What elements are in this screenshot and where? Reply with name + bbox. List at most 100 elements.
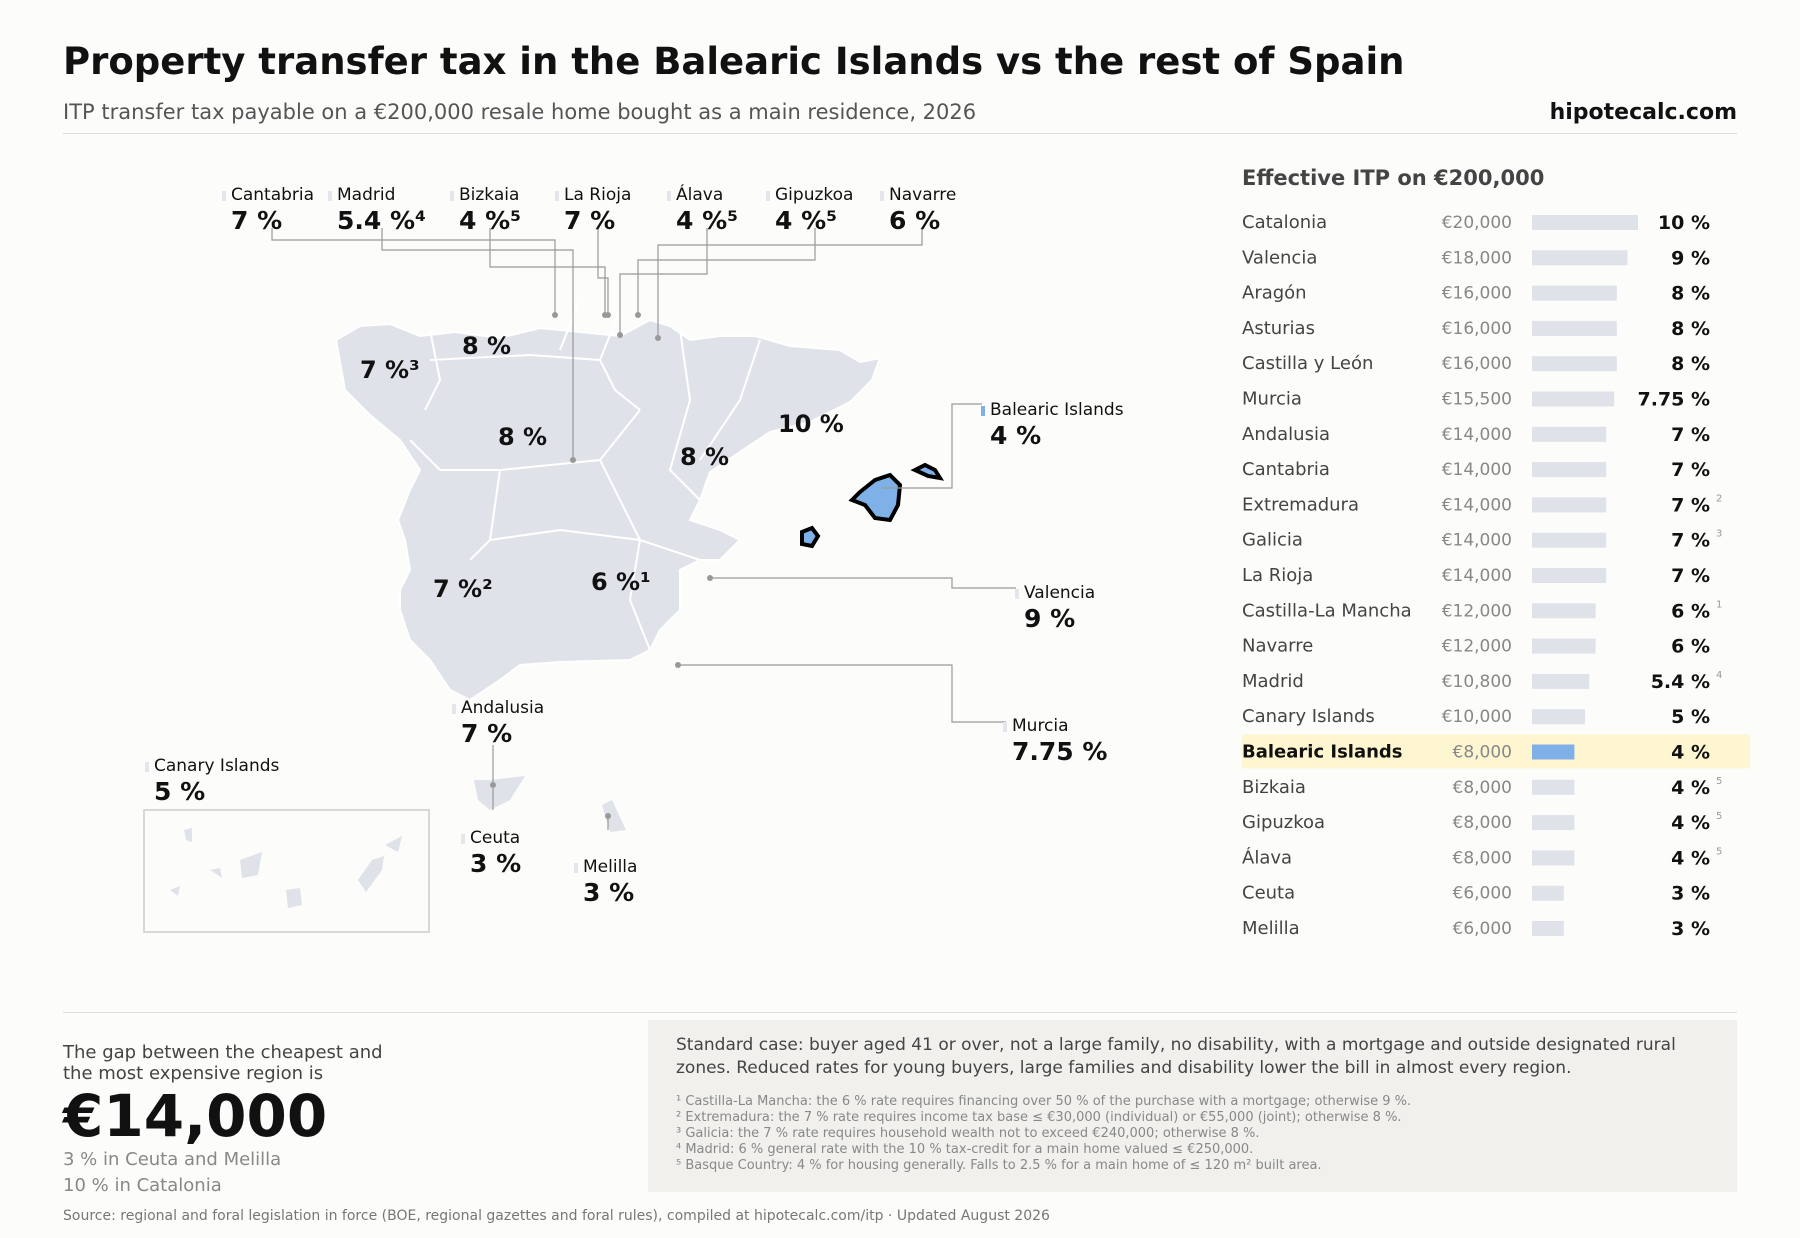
page-title: Property transfer tax in the Balearic Is… <box>63 40 1405 83</box>
ceuta-shape <box>474 776 525 810</box>
callout-value: 7 % <box>461 719 512 748</box>
bar-row: Extremadura €14,000 7 % 2 <box>1242 493 1722 516</box>
callout-name: Melilla <box>583 857 637 877</box>
leader-dot <box>490 782 496 788</box>
bar-row: Gipuzkoa €8,000 4 % 5 <box>1242 811 1722 834</box>
balearic-islands <box>800 462 945 549</box>
bar <box>1532 250 1628 266</box>
region-value-label: 7 %² <box>433 575 493 603</box>
leader-dot <box>552 312 558 318</box>
bar <box>1532 603 1596 619</box>
region-value-label: 8 % <box>680 443 729 471</box>
bar-amount-label: €15,500 <box>1442 390 1512 410</box>
callout-value: 5.4 %⁴ <box>337 206 426 235</box>
leader-dot <box>655 335 661 341</box>
bar-rate-label: 8 % <box>1671 318 1710 340</box>
callout-name: Ceuta <box>470 828 520 848</box>
bar-amount-label: €16,000 <box>1442 354 1512 374</box>
notes-standard-case: Standard case: buyer aged 41 or over, no… <box>676 1035 1676 1078</box>
leader-line <box>489 228 606 315</box>
bar <box>1532 885 1564 901</box>
bar-row: Navarre €12,000 6 % <box>1242 636 1710 658</box>
canary-inset-frame <box>143 809 430 933</box>
callout-name: Valencia <box>1024 583 1095 603</box>
bar-amount-label: €10,000 <box>1442 707 1512 727</box>
callout-tick <box>461 834 465 844</box>
mainland <box>334 299 882 702</box>
bar-amount-label: €14,000 <box>1442 425 1512 445</box>
callout-value: 4 %⁵ <box>676 206 738 235</box>
callout-name: Álava <box>676 183 723 205</box>
bar-rate-label: 3 % <box>1671 883 1710 905</box>
leader-line <box>271 228 556 315</box>
bar-rate-label: 4 % <box>1671 847 1710 869</box>
callout-name: Madrid <box>337 185 395 205</box>
callout-name: Andalusia <box>461 698 544 718</box>
bar <box>1532 638 1596 654</box>
footnote-ref: 5 <box>1716 776 1722 787</box>
callout-tick <box>222 191 226 201</box>
leader-line <box>597 228 609 315</box>
callout-name: Bizkaia <box>459 185 519 205</box>
gap-max-line: 10 % in Catalonia <box>63 1175 222 1196</box>
leader-line <box>381 228 574 460</box>
leader-dot <box>675 662 681 668</box>
leader-line <box>657 228 923 338</box>
bar <box>1532 497 1607 513</box>
callout-value: 3 % <box>470 849 521 878</box>
footnote-2: ² Extremadura: the 7 % rate requires inc… <box>676 1110 1402 1125</box>
bar-category-label: Extremadura <box>1242 494 1359 515</box>
callout-tick <box>574 863 578 873</box>
leader-line <box>637 228 816 315</box>
bar-rate-label: 7 % <box>1671 424 1710 446</box>
highlight-row-bg <box>1242 734 1750 769</box>
footnote-ref: 2 <box>1716 493 1722 504</box>
brand-logo[interactable]: hipotecalc.com <box>1549 100 1737 125</box>
leader-line <box>710 577 1016 589</box>
callout-tick <box>766 191 770 201</box>
bar-category-label: Álava <box>1242 846 1292 868</box>
bar-rate-label: 4 % <box>1671 812 1710 834</box>
bar <box>1532 568 1607 583</box>
footnote-4: ⁴ Madrid: 6 % general rate with the 10 %… <box>676 1142 1254 1157</box>
callout-tick <box>880 191 884 201</box>
leader-line <box>619 228 708 335</box>
region-value-label: 6 %¹ <box>591 568 651 596</box>
callout-name: Navarre <box>889 185 956 205</box>
bar-category-label: Canary Islands <box>1242 706 1375 727</box>
bar <box>1532 426 1607 442</box>
divider-bottom <box>63 1012 1737 1013</box>
bar-rate-label: 3 % <box>1671 918 1710 940</box>
bar <box>1532 462 1607 478</box>
bar-row: Canary Islands €10,000 5 % <box>1242 706 1710 728</box>
bar-category-label: Catalonia <box>1242 212 1327 233</box>
callout-value: 4 %⁵ <box>459 206 521 235</box>
leader-line <box>678 664 1006 723</box>
bar-row: Bizkaia €8,000 4 % 5 <box>1242 776 1722 799</box>
bar-category-label: Gipuzkoa <box>1242 812 1325 833</box>
mallorca-shape <box>848 472 903 523</box>
callout-tick <box>1003 722 1007 732</box>
footnote-1: ¹ Castilla-La Mancha: the 6 % rate requi… <box>676 1094 1412 1109</box>
bar <box>1532 285 1617 301</box>
footnote-ref: 1 <box>1716 599 1722 610</box>
bar-rate-label: 4 % <box>1671 777 1710 799</box>
gap-value: €14,000 <box>63 1082 328 1150</box>
bar <box>1532 815 1575 831</box>
bar-category-label: Balearic Islands <box>1242 742 1403 763</box>
bar-amount-label: €14,000 <box>1442 531 1512 551</box>
bar-row: Ceuta €6,000 3 % <box>1242 883 1710 905</box>
leader-dot <box>605 312 611 318</box>
footnote-ref: 5 <box>1716 811 1722 822</box>
bar-rate-label: 7 % <box>1671 530 1710 552</box>
notes-box: Standard case: buyer aged 41 or over, no… <box>648 1020 1737 1192</box>
bar-row: Castilla y León €16,000 8 % <box>1242 353 1710 375</box>
chart-title: Effective ITP on €200,000 <box>1242 166 1544 190</box>
callout-name: Canary Islands <box>154 756 280 776</box>
region-value-label: 8 % <box>462 332 511 360</box>
bar-amount-label: €18,000 <box>1442 248 1512 268</box>
bar <box>1532 850 1575 866</box>
leader-dot <box>605 813 611 819</box>
bar-category-label: Castilla y León <box>1242 353 1373 374</box>
